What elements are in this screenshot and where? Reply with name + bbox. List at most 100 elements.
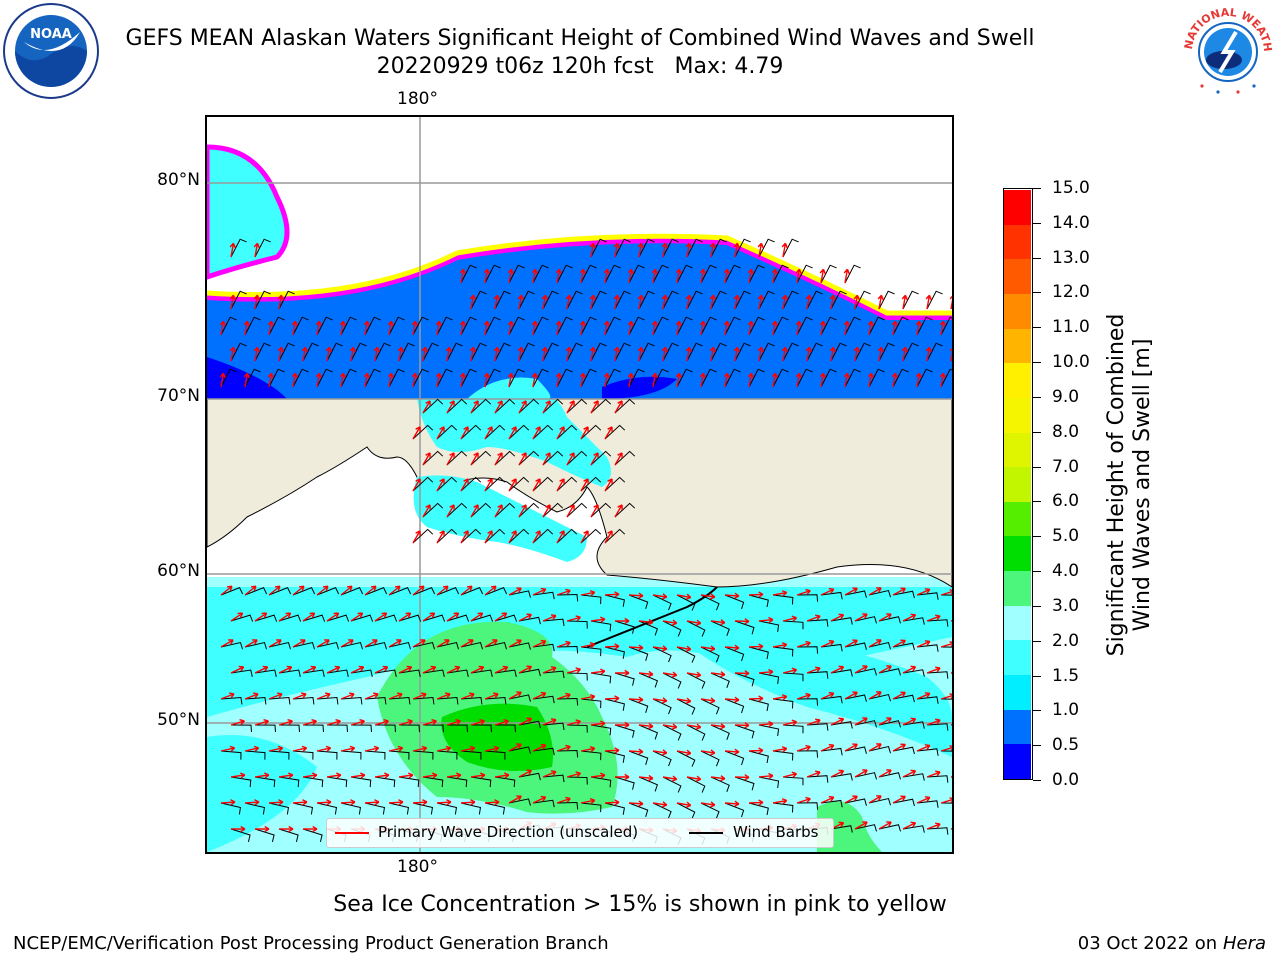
wave-direction-arrow [805,294,812,310]
lon-label-bottom: 180° [397,857,438,877]
wave-direction-arrow [925,346,932,362]
colorbar-segment [1004,535,1031,572]
wind-barb [350,724,372,733]
wind-barb [422,669,445,677]
wind-barb [374,724,396,733]
wind-barb [916,316,933,336]
nw-open-water [207,144,290,280]
wave-direction-arrow [613,294,620,310]
wind-barb [436,528,458,544]
wind-barb [340,316,357,336]
wind-barb [566,502,588,518]
wave-direction-arrow [915,372,922,388]
wind-barb [518,450,540,466]
wave-direction-arrow [517,294,524,310]
wave-direction-arrow [686,775,702,782]
wave-direction-arrow [700,749,716,756]
wind-barb [892,642,915,651]
wave-direction-arrow [757,242,764,258]
wave-direction-arrow [254,665,269,674]
wave-direction-arrow [542,452,551,466]
wave-direction-arrow [349,346,356,362]
wave-direction-arrow [483,372,490,388]
wave-direction-arrow [469,346,476,362]
wind-barb [878,342,895,362]
wave-direction-arrow [470,452,479,466]
wave-direction-arrow [484,426,493,440]
wave-direction-arrow [436,426,445,440]
wave-direction-arrow [339,372,346,388]
wave-direction-arrow [422,400,431,414]
wind-barb [830,342,847,362]
wind-barb [494,398,516,414]
wave-direction-arrow [854,769,868,778]
wind-barb [676,264,693,284]
wave-direction-arrow [325,346,332,362]
wave-direction-arrow [494,612,508,622]
noaa-logo: NOAA [2,2,100,100]
wave-direction-arrow [819,372,826,388]
wave-direction-arrow [902,769,917,778]
wind-barb [230,290,247,310]
wave-direction-arrow [878,769,892,778]
wave-direction-arrow [867,320,874,336]
wave-direction-arrow [796,640,811,648]
wave-direction-arrow [364,745,380,752]
colorbar-tick-label: 4.0 [1052,561,1080,582]
wave-direction-arrow [733,346,740,362]
lon-label-top: 180° [397,89,438,109]
wave-direction-arrow [411,372,418,388]
colorbar-tick-mark [1033,222,1041,224]
wind-barb [532,316,549,336]
chart-title: GEFS MEAN Alaskan Waters Significant Hei… [125,26,1035,51]
wind-barb [422,614,446,622]
wind-barb [854,290,871,310]
wind-barb [806,671,829,679]
wind-barb [268,316,285,336]
wave-direction-arrow [518,665,532,674]
lat-label-80: 80°N [157,170,200,190]
wind-barb [556,645,579,654]
wave-direction-arrow [614,400,623,414]
wave-direction-arrow [229,242,236,258]
wind-barb [460,424,482,440]
wave-direction-arrow [278,612,292,622]
wind-barb [806,775,829,783]
wave-direction-arrow [723,372,730,388]
wave-height-map [205,115,954,854]
wave-direction-arrow [747,320,754,336]
wind-barb [494,724,516,733]
wind-barb [542,774,565,783]
wave-direction-arrow [219,320,226,336]
wind-barb [686,620,706,637]
wind-barb [374,342,391,362]
wind-barb [508,642,531,650]
wave-direction-arrow [796,796,811,804]
wind-barb [412,697,435,705]
wind-barb [710,776,730,792]
wave-direction-arrow [412,799,428,806]
wind-barb [590,450,612,466]
wave-direction-arrow [916,744,931,752]
wind-barb [412,476,434,492]
wave-direction-arrow [891,320,898,336]
lat-label-50: 50°N [157,710,200,730]
wave-direction-arrow [566,615,581,622]
wind-barb [604,528,626,544]
wave-direction-arrow [556,640,571,648]
wave-direction-arrow [628,644,644,651]
wave-direction-arrow [532,639,547,648]
wind-barb [566,724,588,733]
wind-barb [364,802,386,815]
wind-barb [278,828,299,842]
wave-direction-arrow [868,639,882,648]
wind-barb [364,316,381,336]
wave-direction-arrow [772,694,788,701]
wave-direction-arrow [326,719,341,726]
wind-barb [388,802,410,815]
colorbar-tick-mark [1033,605,1041,607]
wind-barb [460,697,483,705]
svg-text:NOAA: NOAA [30,27,72,42]
wave-direction-arrow [580,478,589,492]
wave-direction-arrow [422,665,437,674]
